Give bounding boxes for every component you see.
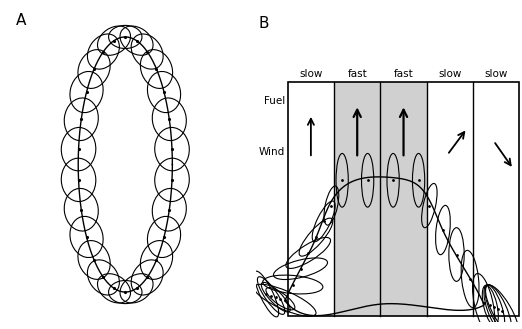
Text: slow: slow [484,68,508,79]
Text: Wind: Wind [259,147,285,157]
Bar [288,82,519,316]
Text: A: A [16,13,26,28]
Bar [381,82,426,316]
Text: Fuel: Fuel [264,96,285,106]
Bar [334,82,381,316]
Text: B: B [258,16,269,31]
Text: slow: slow [438,68,461,79]
Text: fast: fast [347,68,367,79]
Text: slow: slow [299,68,323,79]
Text: fast: fast [394,68,413,79]
